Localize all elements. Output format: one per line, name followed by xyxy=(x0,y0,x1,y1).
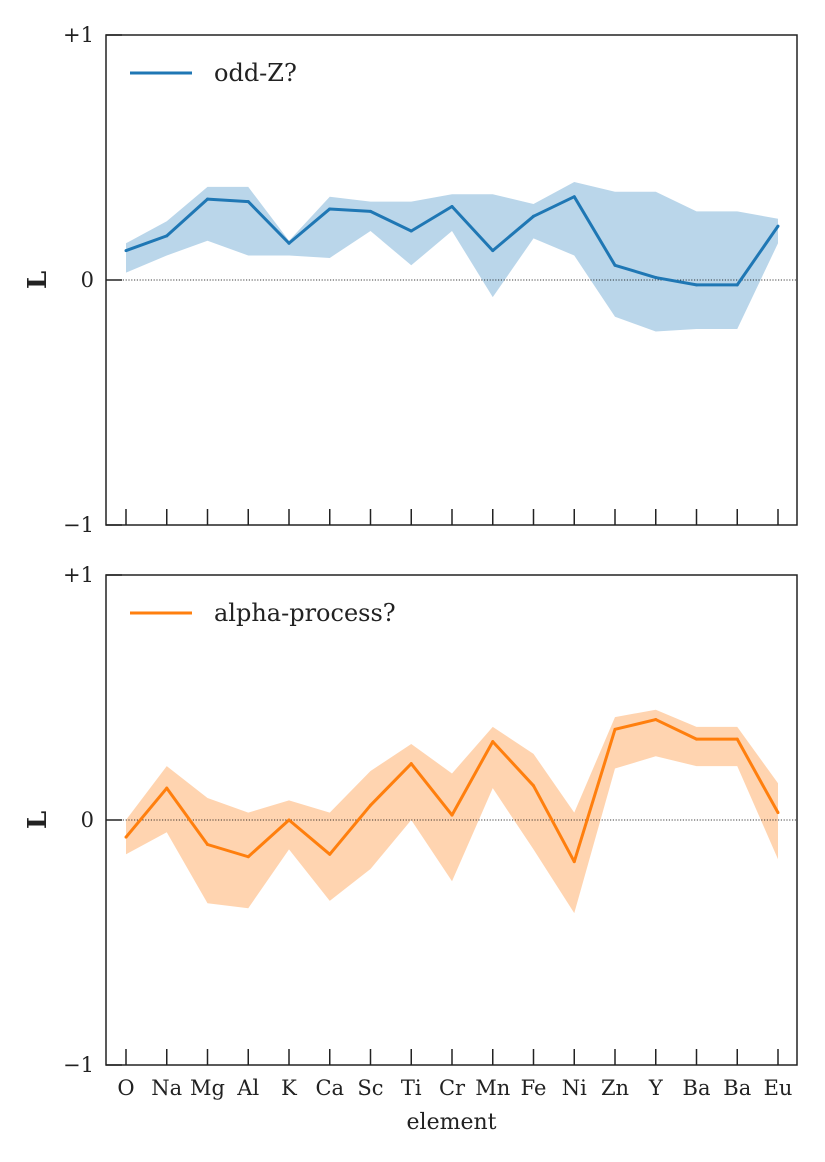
x-tick-label: Mg xyxy=(190,1076,225,1100)
x-tick-label: Na xyxy=(151,1076,182,1100)
data-point xyxy=(572,195,576,199)
data-point xyxy=(654,276,658,280)
data-point xyxy=(206,197,209,201)
data-point xyxy=(328,852,332,856)
data-point xyxy=(450,813,454,817)
data-point xyxy=(165,234,169,238)
data-point xyxy=(124,249,128,253)
x-tick-label: Ba xyxy=(723,1076,751,1100)
data-point xyxy=(287,818,291,822)
x-tick-label: Zn xyxy=(601,1076,629,1100)
data-point xyxy=(735,283,739,287)
data-point xyxy=(613,727,617,731)
y-axis-label: L xyxy=(23,811,53,829)
data-point xyxy=(124,835,128,839)
x-axis-label: element xyxy=(407,1110,497,1135)
legend-label: odd-Z? xyxy=(214,59,297,87)
data-point xyxy=(491,249,495,253)
data-point xyxy=(654,718,658,722)
data-point xyxy=(776,224,780,228)
x-tick-label: Ca xyxy=(315,1076,344,1100)
y-tick-label: −1 xyxy=(63,1053,94,1077)
data-point xyxy=(246,200,250,204)
data-point xyxy=(735,737,739,741)
data-point xyxy=(409,762,413,766)
y-tick-label: −1 xyxy=(63,513,94,537)
x-tick-label: Fe xyxy=(521,1076,547,1100)
x-tick-label: Cr xyxy=(439,1076,466,1100)
y-tick-label: +1 xyxy=(63,23,94,47)
x-tick-label: Y xyxy=(648,1076,664,1100)
uncertainty-band xyxy=(126,709,778,914)
x-tick-label: O xyxy=(117,1076,134,1100)
data-point xyxy=(695,283,698,287)
data-point xyxy=(776,811,780,815)
data-point xyxy=(491,740,495,744)
x-tick-label: Ni xyxy=(562,1076,587,1100)
x-tick-label: Ti xyxy=(401,1076,422,1100)
data-point xyxy=(613,263,617,267)
x-tick-label: Al xyxy=(236,1076,259,1100)
data-point xyxy=(206,843,209,846)
x-tick-label: K xyxy=(281,1076,297,1100)
data-point xyxy=(572,860,576,864)
data-point xyxy=(246,855,250,859)
data-point xyxy=(532,784,535,788)
data-point xyxy=(369,803,372,807)
y-tick-label: +1 xyxy=(63,563,94,587)
data-point xyxy=(409,229,413,233)
x-tick-label: Ba xyxy=(683,1076,711,1100)
data-point xyxy=(532,214,535,218)
x-tick-label: Sc xyxy=(357,1076,383,1100)
y-axis-label: L xyxy=(23,271,53,289)
y-tick-label: 0 xyxy=(81,808,94,832)
data-point xyxy=(165,786,169,790)
y-tick-label: 0 xyxy=(81,268,94,292)
data-point xyxy=(695,737,698,741)
x-tick-label: Mn xyxy=(475,1076,510,1100)
data-point xyxy=(287,241,291,245)
panel-top: odd-Z? +1 0 −1 L xyxy=(23,23,798,537)
panel-bottom: alpha-process?O Na Mg Al K Ca Sc Ti Cr Mn Fe Ni Zn Y B… xyxy=(23,563,798,1135)
data-point xyxy=(450,205,454,208)
uncertainty-band xyxy=(126,182,778,332)
data-point xyxy=(369,209,372,213)
data-point xyxy=(328,207,332,211)
legend-label: alpha-process? xyxy=(214,599,396,627)
x-tick-label: Eu xyxy=(764,1076,793,1100)
